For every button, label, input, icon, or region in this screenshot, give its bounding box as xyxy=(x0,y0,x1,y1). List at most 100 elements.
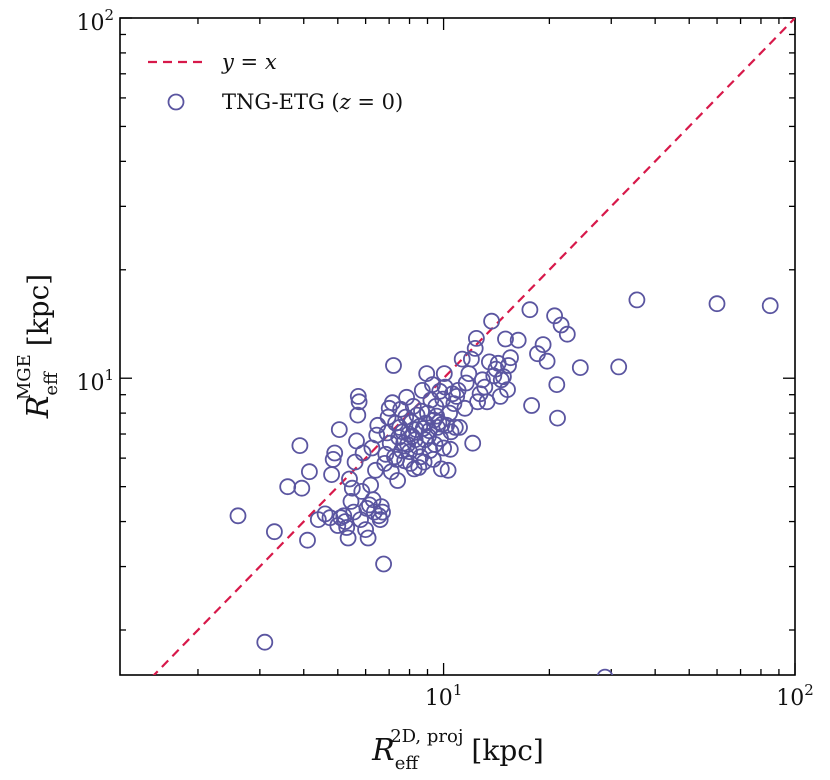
data-point xyxy=(323,466,341,484)
data-point xyxy=(265,523,283,541)
data-point xyxy=(279,478,297,496)
data-point xyxy=(441,440,459,458)
legend-y-var: y xyxy=(221,50,235,74)
data-point xyxy=(421,442,439,459)
data-point xyxy=(628,291,646,309)
x-tick-exp: 2 xyxy=(804,681,814,699)
data-point xyxy=(300,463,318,481)
data-point xyxy=(354,444,372,462)
axis-ticks xyxy=(120,17,796,675)
x-tick-label-100: 102 xyxy=(776,681,814,711)
data-point xyxy=(335,507,353,525)
data-point xyxy=(324,450,342,468)
x-label-unit: [kpc] xyxy=(471,734,543,767)
data-point xyxy=(549,409,566,427)
data-point xyxy=(492,371,510,389)
data-point xyxy=(708,295,726,313)
data-point xyxy=(359,529,377,547)
data-point xyxy=(389,472,407,489)
data-point xyxy=(534,336,552,354)
data-point xyxy=(430,413,448,431)
y-tick-label-10: 101 xyxy=(76,366,114,396)
data-point xyxy=(426,435,444,453)
legend-circle-marker xyxy=(167,93,185,111)
data-point xyxy=(293,479,311,497)
data-point xyxy=(343,479,361,497)
data-point xyxy=(473,371,491,389)
y-label-sup: MGE xyxy=(14,354,35,400)
data-point xyxy=(435,365,453,383)
data-point xyxy=(410,459,428,476)
data-point xyxy=(483,312,501,330)
x-label-symbol: R xyxy=(371,733,395,768)
plot-area xyxy=(119,17,796,676)
x-tick-exp: 1 xyxy=(453,681,463,699)
data-point xyxy=(374,503,391,521)
legend: y = x TNG-ETG (z = 0) xyxy=(148,50,403,114)
data-point xyxy=(521,301,539,319)
data-point xyxy=(558,325,576,343)
data-point xyxy=(761,297,779,315)
legend-tng-prefix: TNG-ETG ( xyxy=(222,90,340,114)
data-point xyxy=(432,460,450,478)
y-label-sub: eff xyxy=(41,371,62,396)
y-tick-base: 10 xyxy=(76,11,104,36)
data-point xyxy=(256,633,274,651)
y-axis-label: Reff MGE [kpc] xyxy=(14,274,62,419)
data-point xyxy=(330,421,348,439)
data-point xyxy=(377,445,395,463)
data-point xyxy=(446,418,464,436)
legend-x-var: x xyxy=(265,50,277,74)
data-point xyxy=(552,316,570,334)
data-point xyxy=(385,357,402,374)
data-point xyxy=(349,387,367,405)
data-point xyxy=(353,482,371,500)
data-point xyxy=(442,423,460,441)
data-point xyxy=(499,381,516,399)
data-point xyxy=(431,382,449,400)
y-tick-exp: 2 xyxy=(104,6,114,24)
data-point xyxy=(596,668,614,675)
legend-equals: = xyxy=(234,50,265,74)
data-point xyxy=(538,352,556,370)
data-point xyxy=(509,331,527,349)
data-point xyxy=(448,387,466,405)
data-point xyxy=(460,365,478,383)
data-point xyxy=(339,529,357,547)
data-point xyxy=(500,357,517,374)
data-point xyxy=(413,381,431,399)
x-axis-label: Reff 2D, proj [kpc] xyxy=(371,726,544,774)
data-point xyxy=(441,404,459,422)
data-point xyxy=(369,416,387,434)
data-point xyxy=(502,349,519,367)
data-point xyxy=(326,444,344,462)
data-point xyxy=(435,439,453,457)
data-point xyxy=(341,470,358,488)
data-point xyxy=(497,330,514,348)
scatter-points xyxy=(229,291,779,675)
x-tick-label-10: 101 xyxy=(425,681,463,711)
legend-tng-suffix: = 0) xyxy=(351,90,404,114)
data-point xyxy=(467,329,485,347)
x-tick-base: 10 xyxy=(776,686,804,711)
data-point xyxy=(469,393,487,411)
data-point xyxy=(439,461,457,479)
data-point xyxy=(404,397,422,415)
y-tick-exp: 1 xyxy=(104,366,114,384)
data-point xyxy=(457,374,475,392)
data-point xyxy=(393,442,411,459)
data-point xyxy=(466,339,484,357)
y-tick-label-100: 102 xyxy=(76,6,114,36)
data-point xyxy=(338,519,356,536)
data-point xyxy=(349,406,367,424)
x-tick-base: 10 xyxy=(425,686,453,711)
data-point xyxy=(451,418,468,436)
data-point xyxy=(357,521,375,538)
y-label-symbol: R xyxy=(21,396,56,420)
data-point xyxy=(342,492,360,510)
data-point xyxy=(371,511,389,528)
legend-z-var: z xyxy=(339,90,352,114)
y-tick-base: 10 xyxy=(76,371,104,396)
y-label-unit: [kpc] xyxy=(22,274,55,346)
